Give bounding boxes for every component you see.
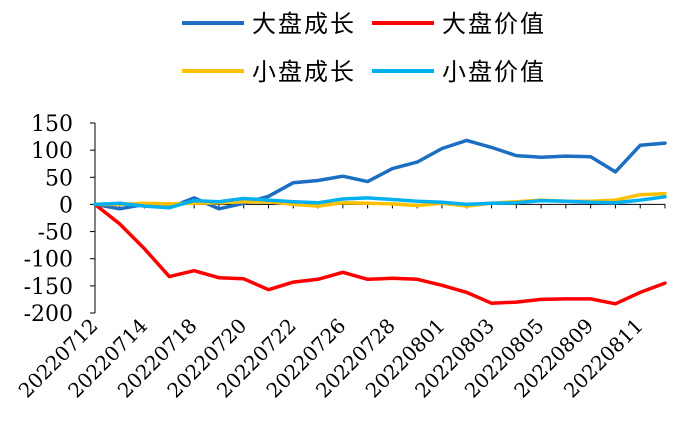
legend-label: 大盘成长: [252, 10, 356, 38]
y-tick-label: -100: [24, 248, 73, 273]
y-tick-label: 0: [59, 193, 73, 218]
legend-item-1: 大盘价值: [372, 10, 546, 38]
legend-label: 小盘成长: [252, 58, 356, 86]
y-tick-label: -150: [24, 275, 73, 300]
series-line-1: [93, 202, 667, 306]
legend-label: 大盘价值: [442, 10, 546, 38]
legend-item-0: 大盘成长: [182, 10, 356, 38]
y-tick-label: 100: [31, 139, 73, 164]
y-tick-label: 150: [31, 112, 73, 137]
series-line-0: [93, 138, 667, 211]
series-line-3: [93, 195, 667, 210]
legend-item-3: 小盘价值: [372, 58, 546, 86]
legend-label: 小盘价值: [442, 58, 546, 86]
y-tick-label: -200: [24, 302, 73, 327]
series-layer: [93, 138, 667, 306]
y-tick-label: -50: [38, 221, 73, 246]
legend-item-2: 小盘成长: [182, 58, 356, 86]
y-tick-label: 50: [45, 166, 73, 191]
